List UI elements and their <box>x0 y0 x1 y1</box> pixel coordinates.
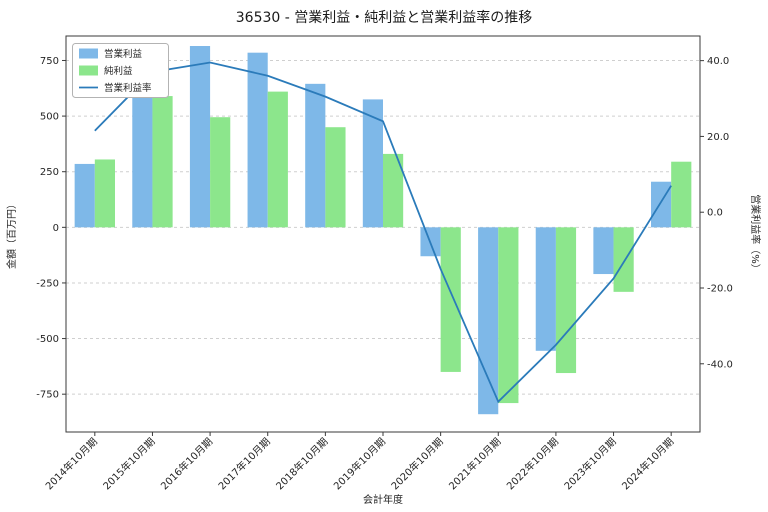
bar-純利益-2015年10月期 <box>152 96 173 228</box>
bar-純利益-2020年10月期 <box>440 227 461 372</box>
bar-営業利益-2014年10月期 <box>74 163 95 228</box>
bar-営業利益-2019年10月期 <box>362 99 383 228</box>
bar-純利益-2014年10月期 <box>94 159 115 228</box>
bar-純利益-2016年10月期 <box>210 117 231 228</box>
bar-純利益-2019年10月期 <box>383 153 404 228</box>
bar-純利益-2021年10月期 <box>498 227 519 404</box>
legend: 営業利益 純利益 営業利益率 <box>72 43 169 98</box>
bar-純利益-2024年10月期 <box>671 161 692 228</box>
bar-純利益-2022年10月期 <box>555 227 577 374</box>
y-left-tick-label: -500 <box>36 334 59 345</box>
bar-純利益-2018年10月期 <box>325 127 346 228</box>
legend-swatch-net-profit <box>79 65 98 76</box>
bar-営業利益-2015年10月期 <box>132 67 153 228</box>
operating-margin-line <box>94 61 672 404</box>
y-right-tick-label: -20.0 <box>707 284 733 295</box>
y-left-tick-label: -250 <box>36 278 59 289</box>
y-right-tick-label: 0.0 <box>707 208 723 219</box>
y-left-tick-label: 750 <box>40 56 59 67</box>
legend-label-operating-profit: 営業利益 <box>104 48 143 60</box>
y-left-tick-label: 250 <box>40 167 59 178</box>
bar-営業利益-2024年10月期 <box>651 181 672 228</box>
y-right-axis-label: 営業利益率（%） <box>749 194 762 274</box>
chart-title: 36530 - 営業利益・純利益と営業利益率の推移 <box>236 9 533 26</box>
bar-営業利益-2023年10月期 <box>593 227 614 275</box>
y-right-tick-label: 40.0 <box>707 56 729 67</box>
y-right-tick-label: -40.0 <box>707 359 733 370</box>
x-axis-label: 会計年度 <box>363 493 403 506</box>
y-right-tick-label: 20.0 <box>707 132 729 143</box>
bar-純利益-2017年10月期 <box>267 91 288 228</box>
legend-label-net-profit: 純利益 <box>104 65 133 77</box>
legend-swatch-operating-profit <box>79 48 98 59</box>
bar-純利益-2023年10月期 <box>613 227 634 292</box>
y-left-tick-label: -750 <box>36 390 59 401</box>
legend-label-operating-margin: 営業利益率 <box>104 82 152 94</box>
y-left-tick-label: 500 <box>40 112 59 123</box>
bar-営業利益-2018年10月期 <box>305 83 326 228</box>
bar-営業利益-2022年10月期 <box>535 227 556 351</box>
y-left-axis-label: 金額（百万円） <box>5 199 18 269</box>
bar-営業利益-2021年10月期 <box>478 227 499 415</box>
bar-営業利益-2016年10月期 <box>189 46 211 228</box>
y-left-tick-label: 0 <box>53 223 59 234</box>
bar-営業利益-2017年10月期 <box>247 52 268 228</box>
